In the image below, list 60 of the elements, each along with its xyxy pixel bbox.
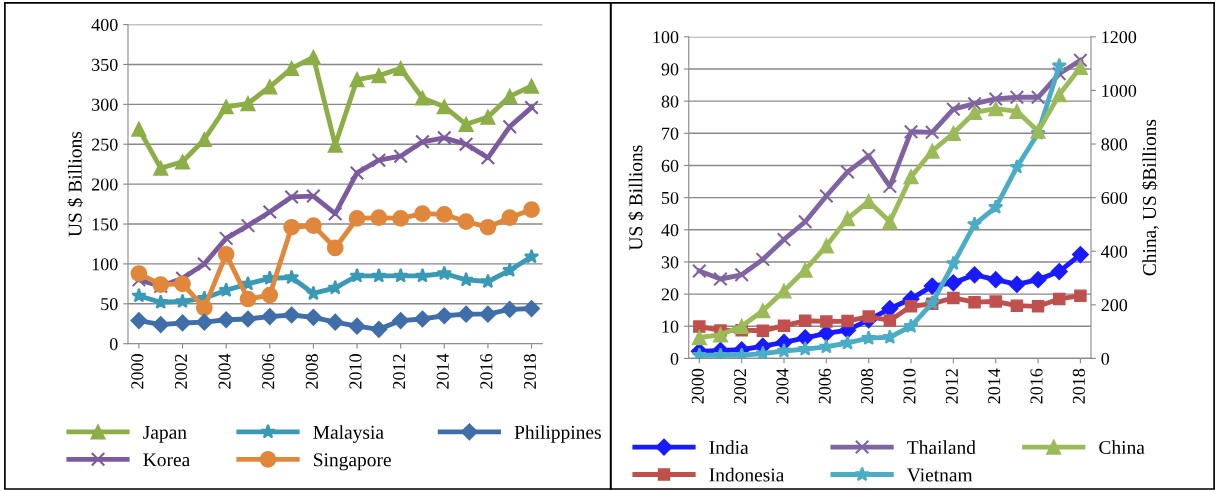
y2-tick-label: 600 xyxy=(1101,191,1128,205)
x-tick-label: 2000 xyxy=(691,368,704,404)
legend-label: Thailand xyxy=(907,440,976,455)
x-tick-label: 2014 xyxy=(436,353,449,389)
y-tick-label: 100 xyxy=(653,31,679,44)
x-tick-label: 2012 xyxy=(393,354,406,389)
x-tick-label: 2010 xyxy=(903,368,916,404)
x-tick-label: 2018 xyxy=(523,354,537,389)
legend-label: Korea xyxy=(143,453,190,467)
legend-label: Philippines xyxy=(514,425,601,443)
y-tick-label: 10 xyxy=(662,320,679,333)
y-tick-label: 60 xyxy=(661,159,679,172)
legend-label: China xyxy=(1099,440,1145,455)
x-tick-label: 2014 xyxy=(988,368,1001,404)
x-tick-label: 2002 xyxy=(734,369,747,404)
legend-label: Japan xyxy=(143,425,187,443)
x-tick-label: 2010 xyxy=(349,354,362,389)
y-tick-label: 200 xyxy=(91,178,118,191)
x-tick-label: 2006 xyxy=(262,353,275,389)
x-tick-label: 2006 xyxy=(818,368,831,404)
x-tick-label: 2012 xyxy=(945,369,958,404)
y-tick-label: 20 xyxy=(661,288,679,301)
y-tick-label: 70 xyxy=(662,127,679,140)
y-tick-label: 0 xyxy=(109,337,118,351)
x-tick-label: 2018 xyxy=(1072,368,1085,404)
x-tick-label: 2016 xyxy=(1030,368,1043,404)
y-tick-label: 30 xyxy=(661,256,679,269)
y2-tick-label: 800 xyxy=(1101,138,1128,151)
y2-tick-label: 1000 xyxy=(1102,84,1137,97)
legend-label: Singapore xyxy=(314,453,391,471)
x-tick-label: 2000 xyxy=(131,354,144,389)
legend-label: Indonesia xyxy=(709,467,785,482)
legend-label: India xyxy=(709,440,749,455)
y-tick-label: 80 xyxy=(661,95,679,108)
legend-label: Vietnam xyxy=(907,468,973,482)
legend-label: Malaysia xyxy=(313,425,384,443)
x-tick-label: 2002 xyxy=(174,354,188,389)
y-tick-label: 50 xyxy=(662,191,679,205)
y2-tick-label: 1200 xyxy=(1102,31,1137,44)
x-tick-label: 2004 xyxy=(776,368,789,404)
y-axis-title: US $ Billions xyxy=(628,145,644,251)
y2-tick-label: 400 xyxy=(1101,245,1128,258)
y-tick-label: 350 xyxy=(92,58,118,71)
y-tick-label: 0 xyxy=(670,352,679,365)
y-tick-label: 100 xyxy=(92,258,118,271)
y2-tick-label: 200 xyxy=(1101,299,1128,312)
y-tick-label: 40 xyxy=(661,224,679,237)
y-tick-label: 300 xyxy=(92,98,118,111)
x-tick-label: 2004 xyxy=(218,353,231,389)
y-tick-label: 150 xyxy=(92,218,118,231)
y-tick-label: 250 xyxy=(91,138,118,151)
x-tick-label: 2016 xyxy=(480,353,493,389)
y-tick-label: 50 xyxy=(101,298,118,311)
y2-tick-label: 0 xyxy=(1101,352,1110,365)
y2-axis-title: China, US $Billions xyxy=(1141,119,1159,276)
y-tick-label: 90 xyxy=(661,63,679,76)
y-tick-label: 400 xyxy=(91,18,118,31)
y-axis-title: US $ Billions xyxy=(67,131,83,237)
x-tick-label: 2008 xyxy=(305,354,318,389)
x-tick-label: 2008 xyxy=(861,368,874,404)
